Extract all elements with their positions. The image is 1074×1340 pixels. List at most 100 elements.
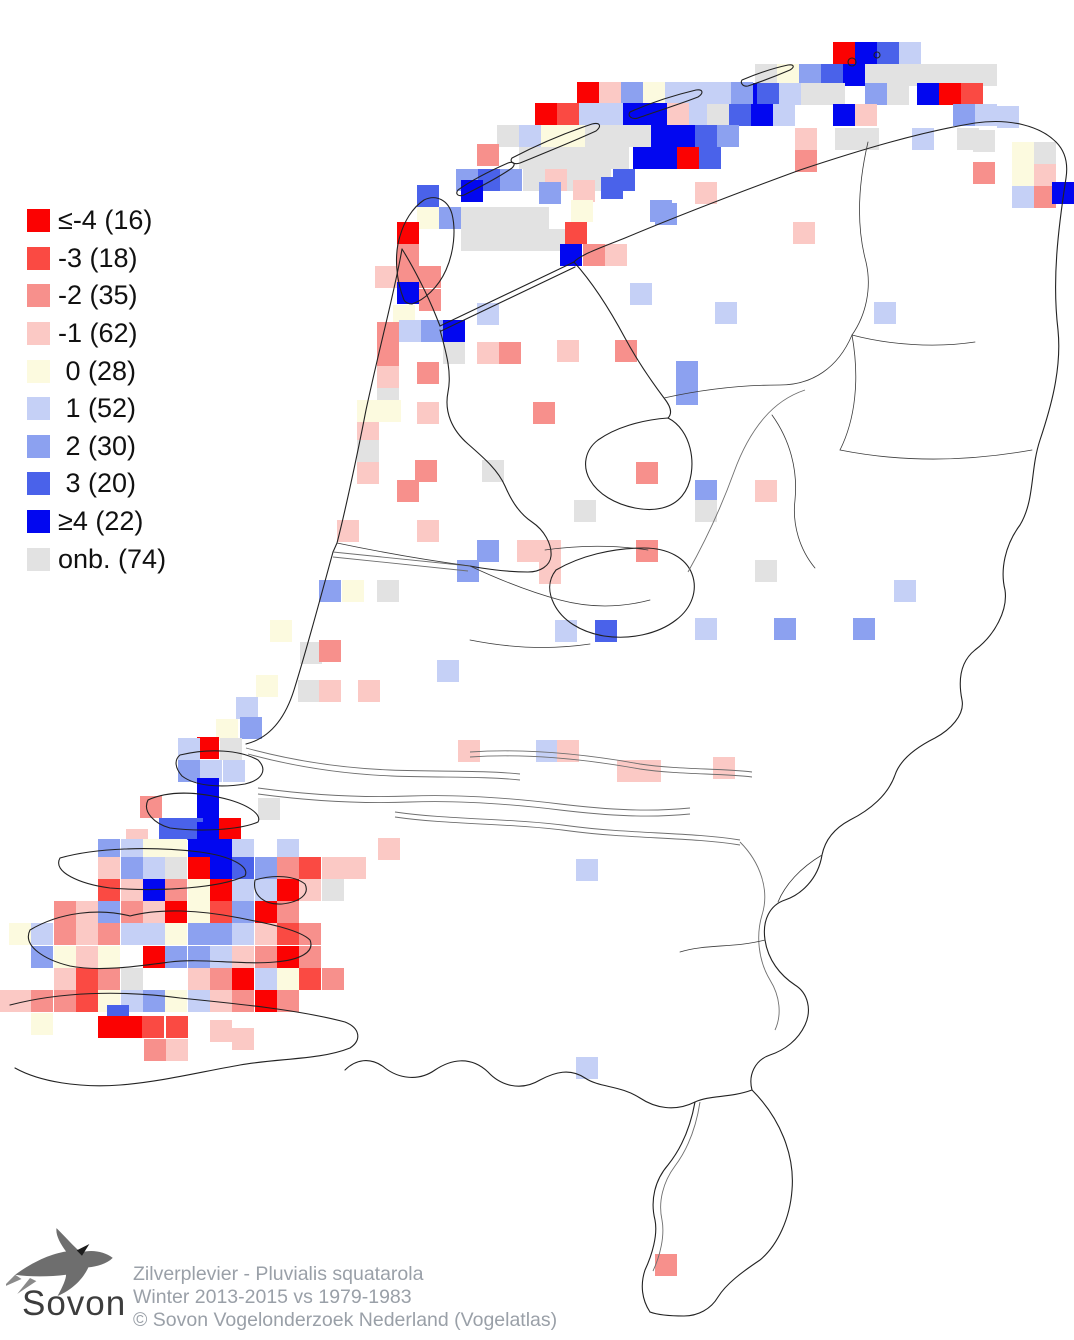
grid-cell <box>1012 164 1034 186</box>
grid-cell <box>695 500 717 522</box>
grid-cell <box>200 760 222 782</box>
grid-cell <box>232 968 254 990</box>
grid-cell <box>166 1039 188 1061</box>
grid-cell <box>607 147 629 169</box>
legend-label-p3: 3 (20) <box>58 468 137 499</box>
grid-cell <box>232 923 254 945</box>
grid-cell <box>563 147 585 169</box>
grid-cell <box>210 839 232 861</box>
legend-swatch-nb <box>27 547 50 571</box>
grid-cell <box>255 879 277 901</box>
grid-cell <box>461 229 483 251</box>
grid-cell <box>210 879 232 901</box>
grid-cell <box>417 207 439 229</box>
grid-cell <box>188 879 210 901</box>
grid-cell <box>98 946 120 968</box>
legend-label-m1: -1 (62) <box>58 318 138 349</box>
grid-cell <box>277 901 299 923</box>
grid-cell <box>144 1039 166 1061</box>
grid-cell <box>437 660 459 682</box>
legend: ≤-4 (16) -3 (18) -2 (35) -1 (62) 0 (28) 1 (… <box>27 202 166 578</box>
grid-cell <box>319 680 341 702</box>
grid-cell <box>299 923 321 945</box>
grid-cell <box>54 901 76 923</box>
grid-cell <box>636 540 658 562</box>
grid-cell <box>636 462 658 484</box>
grid-cell <box>98 857 120 879</box>
legend-swatch-p4 <box>27 510 50 534</box>
grid-cell <box>417 185 439 207</box>
grid-cell <box>560 244 582 266</box>
grid-cell <box>188 946 210 968</box>
grid-cell <box>165 923 187 945</box>
legend-item-m1: -1 (62) <box>27 315 166 353</box>
grid-cell <box>9 923 31 945</box>
grid-cell <box>277 923 299 945</box>
sovon-logo: Sovon <box>2 1226 136 1336</box>
grid-cell <box>799 64 821 86</box>
grid-cell <box>917 83 939 105</box>
grid-cell <box>477 303 499 325</box>
grid-cell <box>399 320 421 342</box>
grid-cell <box>519 147 541 169</box>
grid-cell <box>0 990 9 1012</box>
grid-cell <box>240 717 262 739</box>
grid-cell <box>773 104 795 126</box>
grid-cell <box>54 923 76 945</box>
grid-cell <box>583 244 605 266</box>
grid-cell <box>573 180 595 202</box>
grid-cell <box>601 177 623 199</box>
grid-cell <box>855 42 877 64</box>
legend-label-m2: -2 (35) <box>58 280 138 311</box>
grid-cell <box>695 125 717 147</box>
grid-cell <box>477 144 499 166</box>
grid-cell <box>623 103 645 125</box>
grid-cell <box>707 104 729 126</box>
grid-cell <box>377 580 399 602</box>
grid-cell <box>539 182 561 204</box>
grid-cell <box>357 400 379 422</box>
grid-cell <box>322 857 344 879</box>
grid-cell <box>188 839 210 861</box>
legend-item-m2: -2 (35) <box>27 277 166 315</box>
grid-cell <box>223 760 245 782</box>
grid-cell <box>165 990 187 1012</box>
grid-cell <box>319 580 341 602</box>
grid-cell <box>823 83 845 105</box>
grid-cell <box>31 923 53 945</box>
legend-label-m3: -3 (18) <box>58 242 138 273</box>
grid-cell <box>633 147 655 169</box>
grid-cell <box>500 169 522 191</box>
grid-cell <box>477 540 499 562</box>
grid-cell <box>577 82 599 104</box>
grid-cell <box>527 207 549 229</box>
grid-cell <box>277 857 299 879</box>
grid-cell <box>377 366 399 388</box>
grid-cell <box>565 222 587 244</box>
grid-cell <box>232 857 254 879</box>
swallow-icon <box>2 1228 113 1296</box>
grid-cell <box>31 990 53 1012</box>
grid-cell <box>1052 182 1074 204</box>
grid-cell <box>232 879 254 901</box>
legend-swatch-p2 <box>27 434 50 458</box>
grid-cell <box>655 147 677 169</box>
grid-cell <box>458 740 480 762</box>
grid-cell <box>210 1020 232 1042</box>
legend-item-nb: onb. (74) <box>27 540 166 578</box>
grid-cell <box>601 103 623 125</box>
grid-cell <box>497 125 519 147</box>
grid-cell <box>358 680 380 702</box>
grid-cell <box>617 760 639 782</box>
grid-cell <box>535 103 557 125</box>
grid-cell <box>874 302 896 324</box>
grid-cell <box>415 460 437 482</box>
legend-swatch-m2 <box>27 284 50 308</box>
grid-cell <box>140 796 162 818</box>
grid-cell <box>643 82 665 104</box>
grid-cell <box>255 923 277 945</box>
grid-cell <box>143 857 165 879</box>
grid-cell <box>417 362 439 384</box>
grid-cell <box>256 675 278 697</box>
